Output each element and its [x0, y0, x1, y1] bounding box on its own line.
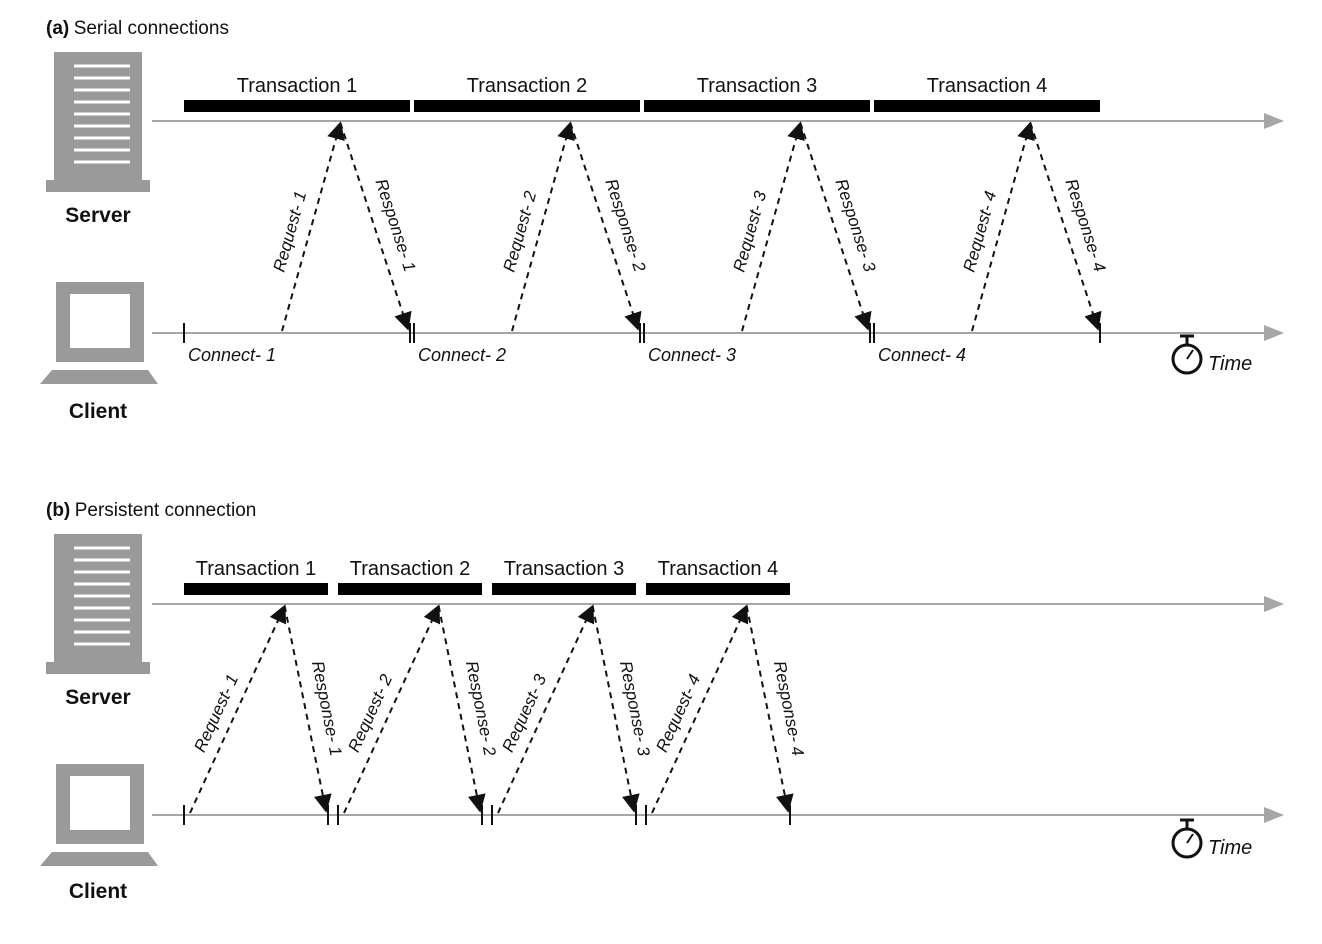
connect-label: Connect- 2 — [418, 345, 506, 365]
panel-title: (a) Serial connections — [46, 18, 229, 39]
time-label: Time — [1208, 837, 1252, 859]
transaction: Transaction 4 Request- 4 Response- 4 Connec… — [873, 75, 1109, 365]
server-label: Server — [65, 686, 130, 709]
transaction-bar — [184, 100, 410, 112]
server-icon — [46, 534, 150, 674]
time-label: Time — [1208, 353, 1252, 375]
panel-serial: (a) Serial connections Server — [40, 18, 1284, 423]
connect-label: Connect- 1 — [188, 345, 276, 365]
transaction-label: Transaction 2 — [350, 558, 470, 580]
transaction-label: Transaction 4 — [927, 75, 1047, 97]
client-label: Client — [69, 400, 127, 423]
request-arrow — [741, 121, 805, 332]
transactions: Transaction 1 Request- 1 Response- 1 Connec… — [183, 75, 1109, 365]
response-label: Response- 2 — [462, 659, 500, 758]
request-label: Request- 1 — [190, 671, 242, 755]
transaction: Transaction 1 Request- 1 Response- 1 Connec… — [183, 75, 419, 365]
transaction-label: Transaction 1 — [196, 558, 316, 580]
transaction-bar — [414, 100, 640, 112]
request-label: Request- 1 — [270, 189, 311, 274]
response-label: Response- 4 — [1061, 177, 1109, 275]
response-label: Response- 3 — [831, 177, 879, 275]
request-label: Request- 2 — [500, 188, 541, 274]
panel-title: (b) Persistent connection — [46, 500, 256, 521]
request-arrow — [281, 121, 345, 332]
request-label: Request- 3 — [730, 188, 771, 274]
transaction: Transaction 3 Request- 3 Response- 3 — [491, 558, 654, 825]
response-arrow — [799, 122, 872, 331]
server-label: Server — [65, 204, 130, 227]
connect-label: Connect- 4 — [878, 345, 966, 365]
request-arrow — [343, 604, 441, 814]
transaction-label: Transaction 1 — [237, 75, 357, 97]
response-arrow — [569, 122, 642, 331]
request-label: Request- 3 — [498, 671, 550, 755]
transaction-bar — [646, 583, 790, 595]
response-label: Response- 2 — [601, 177, 649, 275]
stopwatch-icon — [1171, 818, 1203, 859]
transaction-label: Transaction 4 — [658, 558, 778, 580]
transaction-bar — [184, 583, 328, 595]
request-label: Request- 2 — [344, 671, 396, 755]
connect-label: Connect- 3 — [648, 345, 736, 365]
panel-persistent: (b) Persistent connection Server — [40, 500, 1284, 903]
server-icon — [46, 52, 150, 192]
request-arrow — [651, 604, 749, 814]
request-arrow — [511, 121, 575, 332]
response-arrow — [283, 605, 332, 813]
response-label: Response- 4 — [770, 659, 808, 757]
transaction: Transaction 3 Request- 3 Response- 3 Connec… — [643, 75, 880, 365]
response-arrow — [339, 122, 412, 331]
response-label: Response- 1 — [308, 659, 346, 757]
transaction-label: Transaction 3 — [697, 75, 817, 97]
stopwatch-icon — [1171, 334, 1203, 375]
response-label: Response- 1 — [371, 177, 419, 275]
transaction: Transaction 2 Request- 2 Response- 2 Connec… — [413, 75, 650, 365]
transaction: Transaction 1 Request- 1 Response- 1 — [183, 558, 346, 825]
client-computer-icon — [40, 282, 158, 384]
transaction-label: Transaction 2 — [467, 75, 587, 97]
request-label: Request- 4 — [652, 671, 704, 755]
transaction-label: Transaction 3 — [504, 558, 624, 580]
client-label: Client — [69, 880, 127, 903]
transaction-bar — [492, 583, 636, 595]
transaction-bar — [874, 100, 1100, 112]
request-label: Request- 4 — [960, 189, 1001, 274]
response-arrow — [437, 605, 486, 813]
transaction-bar — [338, 583, 482, 595]
transaction: Transaction 2 Request- 2 Response- 2 — [337, 558, 500, 825]
request-arrow — [497, 604, 595, 814]
request-arrow — [189, 604, 287, 814]
response-arrow — [591, 605, 640, 813]
response-arrow — [1029, 122, 1102, 331]
request-arrow — [971, 121, 1035, 332]
transaction-bar — [644, 100, 870, 112]
transaction: Transaction 4 Request- 4 Response- 4 — [645, 558, 808, 825]
response-label: Response- 3 — [616, 659, 654, 758]
response-arrow — [745, 605, 794, 813]
client-computer-icon — [40, 764, 158, 866]
